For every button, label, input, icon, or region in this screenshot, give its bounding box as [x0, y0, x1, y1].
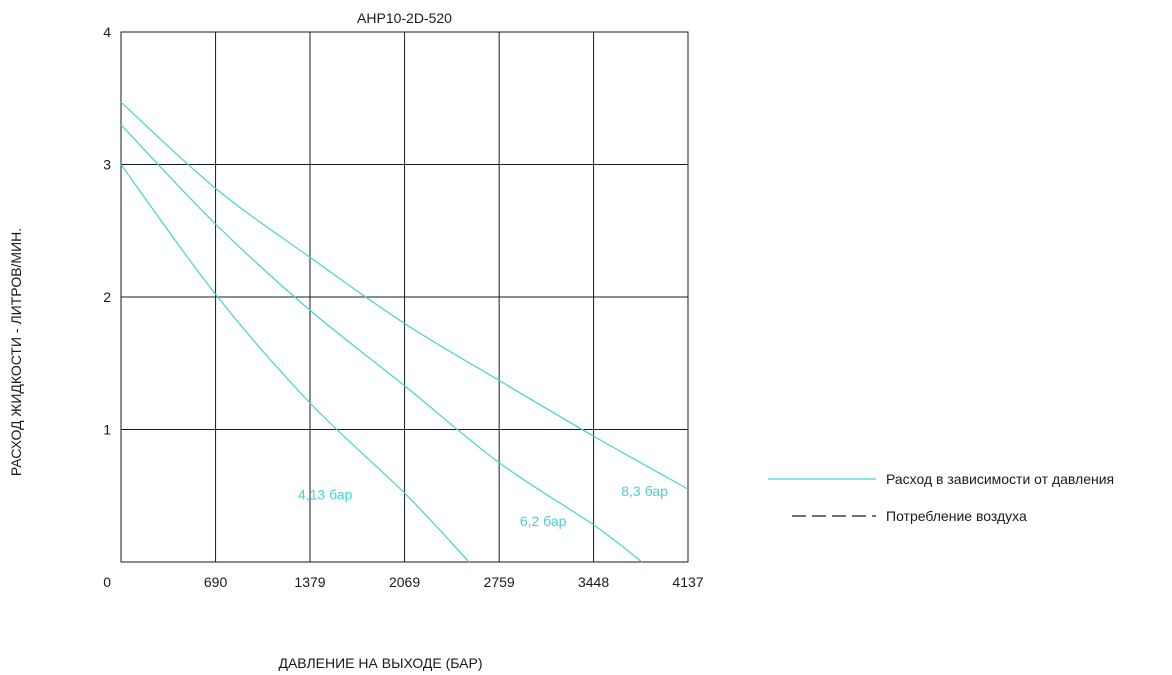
- tick-labels: 690 1379 2069 2759 3448 4137 1 2 3 4 0: [103, 24, 704, 590]
- y-tick-label: 4: [103, 24, 111, 40]
- y-axis-label: РАСХОД ЖИДКОСТИ - ЛИТРОВ/МИН.: [8, 228, 24, 476]
- x-tick-label: 2759: [484, 574, 515, 590]
- series-label-0: 4,13 бар: [298, 487, 353, 503]
- legend: Расход в зависимости от давления Потребл…: [768, 471, 1114, 524]
- series-line-1: [121, 125, 642, 562]
- x-tick-label: 3448: [578, 574, 609, 590]
- x-tick-label: 2069: [389, 574, 420, 590]
- y-tick-label: 1: [103, 422, 111, 438]
- legend-label-air: Потребление воздуха: [886, 508, 1027, 524]
- x-tick-label: 4137: [672, 574, 703, 590]
- chart-title: AHP10-2D-520: [357, 10, 452, 26]
- grid: [121, 32, 688, 562]
- series-label-1: 6,2 бар: [520, 513, 567, 529]
- x-tick-label: 1379: [294, 574, 325, 590]
- y-tick-label: 3: [103, 157, 111, 173]
- legend-label-flow: Расход в зависимости от давления: [886, 471, 1114, 487]
- x-axis-label: ДАВЛЕНИЕ НА ВЫХОДЕ (БАР): [278, 655, 482, 671]
- x-tick-label: 690: [204, 574, 228, 590]
- y-tick-label: 2: [103, 289, 111, 305]
- series-label-2: 8,3 бар: [621, 483, 668, 499]
- series-line-0: [121, 165, 469, 563]
- origin-tick-label: 0: [103, 574, 111, 590]
